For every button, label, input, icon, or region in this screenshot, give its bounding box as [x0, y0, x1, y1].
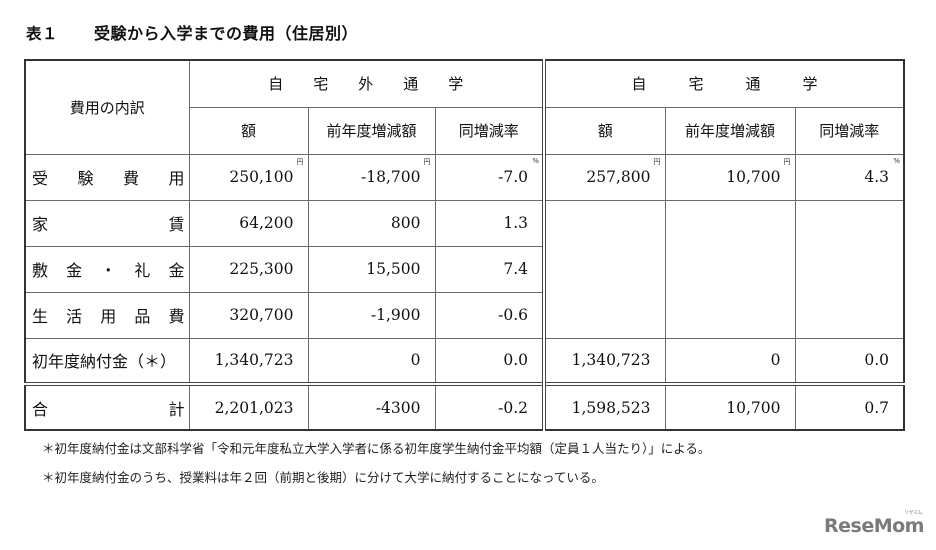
- footnote: ＊初年度納付金のうち、授業料は年２回（前期と後期）に分けて大学に納付することにな…: [42, 470, 604, 485]
- label-char: 金: [66, 261, 83, 280]
- cell-change-home: 10,700: [664, 382, 796, 431]
- cost-table: 費用の内訳 自宅外通学 自宅通学 額 前年度増減額 同増減率 額 前年度増減額 …: [24, 59, 905, 431]
- table-row: 家 賃 64,200 800 1.3: [24, 199, 905, 339]
- value: 10,700: [726, 168, 781, 186]
- label-char: 費: [122, 169, 139, 188]
- col-header-rate-away: 同増減率: [434, 106, 545, 155]
- row-label-deposit-key-money: 敷 金 ・ 礼 金: [24, 245, 190, 293]
- resemom-logo: リセマム ReseMom: [824, 510, 924, 537]
- cell-amount-away: 64,200: [188, 199, 309, 247]
- label-char: 合: [32, 399, 49, 419]
- cell-rate-away: 7.4: [434, 245, 545, 293]
- cell-change-home: 円 10,700: [664, 153, 796, 201]
- unit-yen: 円: [423, 157, 431, 166]
- label-char: 賃: [168, 215, 185, 234]
- row-label-first-year-payment: 初年度納付金（＊）: [24, 337, 190, 385]
- cell-change-away: -4300: [307, 382, 436, 431]
- label-char: 計: [168, 399, 185, 419]
- cell-rate-away: 0.0: [434, 337, 545, 385]
- cell-rate-away: % -7.0: [434, 153, 545, 201]
- cell-change-away: 円 -18,700: [307, 153, 436, 201]
- table-row: 敷 金 ・ 礼 金 225,300 15,500 7.4: [24, 245, 904, 293]
- table-row-total: 合 計 2,201,023 -4300 -0.2 1,598,523 10,70…: [24, 382, 905, 431]
- footnote: ＊初年度納付金は文部科学省「令和元年度私立大学入学者に係る初年度学生納付金平均額…: [42, 441, 711, 456]
- table-row: 初年度納付金（＊） 1,340,723 0 0.0 1,340,723 0 0.…: [24, 337, 905, 385]
- cell-rate-away: -0.2: [434, 382, 545, 431]
- col-header-amount-home: 額: [542, 106, 666, 155]
- value: 257,800: [586, 168, 651, 186]
- label-char: 活: [66, 307, 83, 326]
- cell-change-away: 15,500: [307, 245, 436, 293]
- label-char: 験: [77, 169, 94, 188]
- table-title: 表１ 受験から入学までの費用（住居別）: [26, 20, 358, 44]
- cell-change-home: 0: [664, 337, 796, 385]
- footnotes: ＊初年度納付金は文部科学省「令和元年度私立大学入学者に係る初年度学生納付金平均額…: [42, 434, 710, 492]
- cell-amount-away: 225,300: [188, 245, 309, 293]
- cell-rate-away: 1.3: [434, 199, 545, 247]
- col-header-amount-away: 額: [188, 106, 309, 155]
- row-label-total: 合 計: [24, 382, 190, 431]
- cell-amount-home: 1,340,723: [542, 337, 666, 385]
- row-label-living-goods: 生 活 用 品 費: [24, 291, 190, 339]
- col-header-rate-home: 同増減率: [794, 106, 905, 155]
- label-char: 受: [32, 169, 49, 188]
- cell-change-away: 0: [307, 337, 436, 385]
- value: 250,100: [229, 168, 294, 186]
- cell-amount-away: 円 250,100: [188, 153, 309, 201]
- label-char: 礼: [134, 261, 151, 280]
- label-char: 費: [168, 307, 185, 326]
- cell-rate-home-empty: [794, 199, 905, 339]
- cell-amount-home: 1,598,523: [542, 382, 666, 431]
- label-char: 生: [32, 307, 49, 326]
- unit-percent: %: [532, 156, 539, 165]
- cell-amount-away: 320,700: [188, 291, 309, 339]
- col-header-change-away: 前年度増減額: [307, 106, 436, 155]
- label-char: 家: [32, 215, 49, 234]
- logo-ruby: リセマム: [903, 510, 923, 516]
- unit-yen: 円: [653, 157, 661, 166]
- group-header-away: 自宅外通学: [188, 59, 545, 108]
- cell-amount-away: 1,340,723: [188, 337, 309, 385]
- table-number: 表１: [26, 24, 59, 43]
- unit-percent: %: [893, 156, 900, 165]
- cell-amount-away: 2,201,023: [188, 382, 309, 431]
- cell-change-away: -1,900: [307, 291, 436, 339]
- cell-amount-home-empty: [542, 199, 666, 339]
- value: -18,700: [361, 168, 421, 186]
- cell-change-away: 800: [307, 199, 436, 247]
- value: 4.3: [864, 168, 889, 186]
- unit-yen: 円: [783, 157, 791, 166]
- label-char: 用: [168, 169, 185, 188]
- row-label-rent: 家 賃: [24, 199, 190, 247]
- table-row: 受 験 費 用 円 250,100 円 -18,700 % -7.0 円 257,800…: [24, 153, 905, 201]
- header-row-groups: 費用の内訳 自宅外通学 自宅通学: [24, 59, 905, 155]
- value: -7.0: [498, 168, 528, 186]
- group-header-home: 自宅通学: [542, 59, 905, 108]
- header-row-sub: 額 前年度増減額 同増減率 額 前年度増減額 同増減率: [25, 106, 905, 155]
- col-header-change-home: 前年度増減額: [664, 106, 796, 155]
- label-char: ・: [100, 261, 117, 280]
- cell-rate-home: 0.0: [794, 337, 905, 385]
- cell-amount-home: 円 257,800: [542, 153, 666, 201]
- row-label-exam-fee: 受 験 費 用: [24, 153, 190, 201]
- cell-rate-home: % 4.3: [794, 153, 905, 201]
- cell-rate-away: -0.6: [434, 291, 545, 339]
- table-title-text: 受験から入学までの費用（住居別）: [94, 24, 359, 43]
- cell-rate-home: 0.7: [794, 382, 905, 431]
- logo-text: ReseMom: [824, 515, 924, 537]
- cell-change-home-empty: [664, 199, 796, 339]
- row-header-label: 費用の内訳: [24, 59, 190, 155]
- label-char: 用: [100, 307, 117, 326]
- label-char: 敷: [32, 261, 49, 280]
- table-row: 生 活 用 品 費 320,700 -1,900 -0.6: [24, 291, 904, 339]
- label-char: 品: [134, 307, 151, 326]
- unit-yen: 円: [296, 157, 304, 166]
- label-char: 金: [168, 261, 185, 280]
